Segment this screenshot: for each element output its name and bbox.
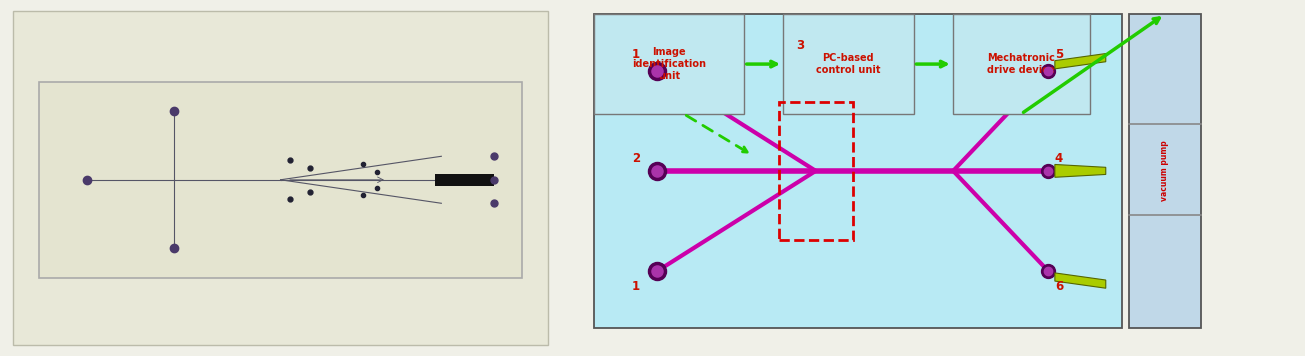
Polygon shape	[1054, 164, 1105, 177]
Polygon shape	[1054, 273, 1105, 288]
Text: 5: 5	[1054, 48, 1064, 62]
Bar	[594, 14, 744, 114]
Bar	[435, 174, 493, 186]
Bar	[953, 14, 1090, 114]
Text: 2: 2	[632, 152, 641, 165]
Bar	[783, 14, 914, 114]
Text: 4: 4	[1054, 152, 1064, 165]
Text: Image
identification
unit: Image identification unit	[632, 47, 706, 82]
Text: 3: 3	[796, 39, 804, 52]
Text: Mechatronic
drive device: Mechatronic drive device	[987, 53, 1056, 75]
Bar	[13, 11, 548, 345]
Polygon shape	[1054, 53, 1105, 69]
Text: 1: 1	[632, 48, 641, 62]
Bar	[1129, 14, 1201, 328]
Bar	[779, 102, 852, 240]
Text: PC-based
control unit: PC-based control unit	[816, 53, 881, 75]
Bar	[39, 82, 522, 278]
Bar	[594, 14, 1122, 328]
Text: vacuum pump: vacuum pump	[1160, 141, 1169, 201]
Text: 6: 6	[1054, 280, 1064, 293]
Text: 1: 1	[632, 280, 641, 293]
